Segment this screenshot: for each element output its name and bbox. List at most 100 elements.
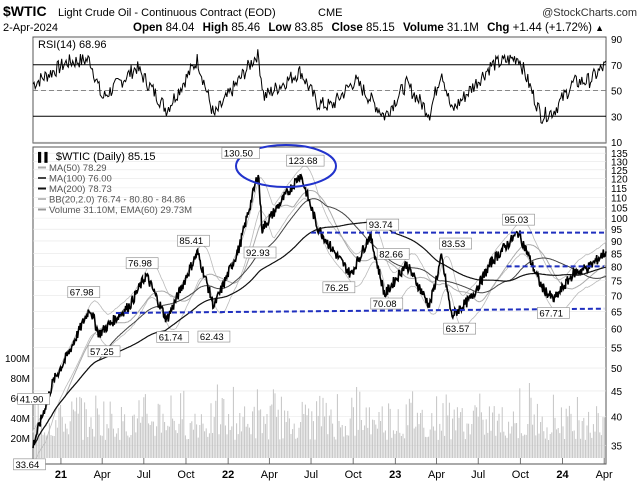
ohlc-line: Open 84.04 High 85.46 Low 83.85 Close 85… xyxy=(133,22,604,34)
price-tick-label: 40 xyxy=(611,412,623,423)
watermark: @StockCharts.com xyxy=(542,7,637,19)
highlight-ellipse xyxy=(235,144,337,188)
volume-tick-label: 100M xyxy=(5,354,30,365)
exchange: CME xyxy=(318,7,342,19)
ma50-line xyxy=(32,190,607,449)
price-legend-title: ▌▌ $WTIC (Daily) 85.15 xyxy=(38,151,155,163)
price-tick-label: 80 xyxy=(611,262,623,273)
x-tick-label: Jul xyxy=(471,469,485,481)
x-tick-label: Apr xyxy=(428,469,445,481)
annotation-box xyxy=(17,393,51,405)
legend-item: MA(50) 78.29 xyxy=(49,163,107,174)
high-label: High xyxy=(203,22,229,34)
annotation-box xyxy=(87,345,121,358)
rsi-line xyxy=(32,49,607,125)
x-tick-label: Oct xyxy=(345,469,362,481)
price-tick-label: 115 xyxy=(611,184,627,195)
x-tick-label: 21 xyxy=(55,469,67,481)
annotation-label: 92.93 xyxy=(246,248,270,259)
bollinger-upper-line xyxy=(32,165,607,433)
x-tick-label: Jul xyxy=(137,469,151,481)
low-label: Low xyxy=(268,22,291,34)
chg-label: Chg xyxy=(487,22,509,34)
annotation-box xyxy=(177,234,210,247)
annotation-label: 33.64 xyxy=(15,460,39,471)
legend-item: BB(20,2.0) 76.74 - 80.80 - 84.86 xyxy=(49,195,185,206)
annotation-box xyxy=(286,154,325,167)
annotation-label: 62.43 xyxy=(200,332,224,343)
annotation-box xyxy=(13,458,46,471)
x-axis: 21 Apr Jul Oct 22 Apr Jul Oct 23 Apr Jul Oct 24 Apr xyxy=(55,458,613,481)
annotation-box xyxy=(156,331,190,343)
volume-bars xyxy=(34,383,606,458)
annotation-label: 95.03 xyxy=(505,215,529,226)
price-tick-label: 125 xyxy=(611,166,628,177)
annotation-label: 67.71 xyxy=(539,308,563,319)
annotation-box xyxy=(197,330,231,343)
annotation-label: 123.68 xyxy=(288,156,317,167)
price-tick-label: 65 xyxy=(611,307,623,318)
price-tick-label: 85 xyxy=(611,249,623,260)
reference-line xyxy=(115,307,605,314)
volume-label: Volume xyxy=(403,22,444,34)
annotation-label: 130.50 xyxy=(224,149,253,160)
annotation-label: 57.25 xyxy=(90,347,114,358)
candle-icon: ▌▌ xyxy=(38,151,51,163)
rsi-legend-bg xyxy=(36,40,46,49)
annotation-box xyxy=(376,248,410,260)
annotation-label: 70.08 xyxy=(373,299,397,310)
price-tick-label: 90 xyxy=(611,237,623,248)
support-resistance-lines xyxy=(115,231,605,314)
annotation-box xyxy=(502,213,535,226)
rsi-tick-label: 50 xyxy=(611,87,623,98)
x-tick-label: Apr xyxy=(596,469,613,481)
rsi-legend: RSI(14) 68.96 xyxy=(38,39,106,51)
annotation-label: 76.98 xyxy=(128,259,152,270)
chg-up-arrow-icon: ▲ xyxy=(595,23,604,33)
x-tick-label: Jul xyxy=(304,469,318,481)
rsi-panel-frame xyxy=(32,36,607,144)
rsi-panel: 90 70 50 30 10 RSI(14) 68.96 xyxy=(32,35,623,149)
annotation-box xyxy=(366,218,400,231)
header: $WTIC Light Crude Oil - Continuous Contr… xyxy=(3,3,637,34)
open-label: Open xyxy=(133,22,162,34)
annotation-box xyxy=(439,237,472,250)
annotation-label: 85.41 xyxy=(179,236,203,247)
annotation-label: 67.98 xyxy=(70,288,94,299)
price-tick-label: 130 xyxy=(611,157,628,168)
price-tick-label: 135 xyxy=(611,149,628,160)
price-tick-label: 60 xyxy=(611,325,623,336)
price-tick-label: 50 xyxy=(611,364,623,375)
close-value: 85.15 xyxy=(366,22,395,34)
x-tick-label: Oct xyxy=(177,469,194,481)
annotation-box xyxy=(221,147,260,159)
annotation-box xyxy=(370,297,404,310)
annotation-box xyxy=(125,257,159,270)
price-tick-label: 120 xyxy=(611,175,628,186)
rsi-y-axis: 90 70 50 30 10 xyxy=(611,35,623,149)
x-tick-label: 23 xyxy=(389,469,401,481)
x-tick-label: Apr xyxy=(94,469,111,481)
rsi-grid xyxy=(33,38,606,143)
volume-tick-label: 40M xyxy=(11,414,30,425)
annotation-label: 82.66 xyxy=(379,249,403,260)
annotation-box xyxy=(322,281,356,294)
rsi-tick-label: 30 xyxy=(611,112,623,123)
rsi-tick-label: 90 xyxy=(611,35,623,46)
annotation-label: 41.90 xyxy=(20,394,44,405)
price-annotations: 41.90 33.64 67.98 57.25 76.98 61.74 85.41 62.43… xyxy=(13,147,570,471)
price-tick-label: 55 xyxy=(611,343,623,354)
price-tick-label: 105 xyxy=(611,204,628,215)
annotation-label: 93.74 xyxy=(369,220,393,231)
chart-date: 2-Apr-2024 xyxy=(3,22,58,34)
volume-tick-label: 20M xyxy=(11,434,30,445)
rsi-tick-label: 70 xyxy=(611,61,623,72)
symbol: $WTIC xyxy=(3,3,47,19)
instrument-name: Light Crude Oil - Continuous Contract (E… xyxy=(58,7,276,19)
price-tick-label: 70 xyxy=(611,291,623,302)
annotation-box xyxy=(243,246,277,259)
annotation-label: 76.25 xyxy=(325,283,349,294)
price-tick-label: 45 xyxy=(611,387,623,398)
